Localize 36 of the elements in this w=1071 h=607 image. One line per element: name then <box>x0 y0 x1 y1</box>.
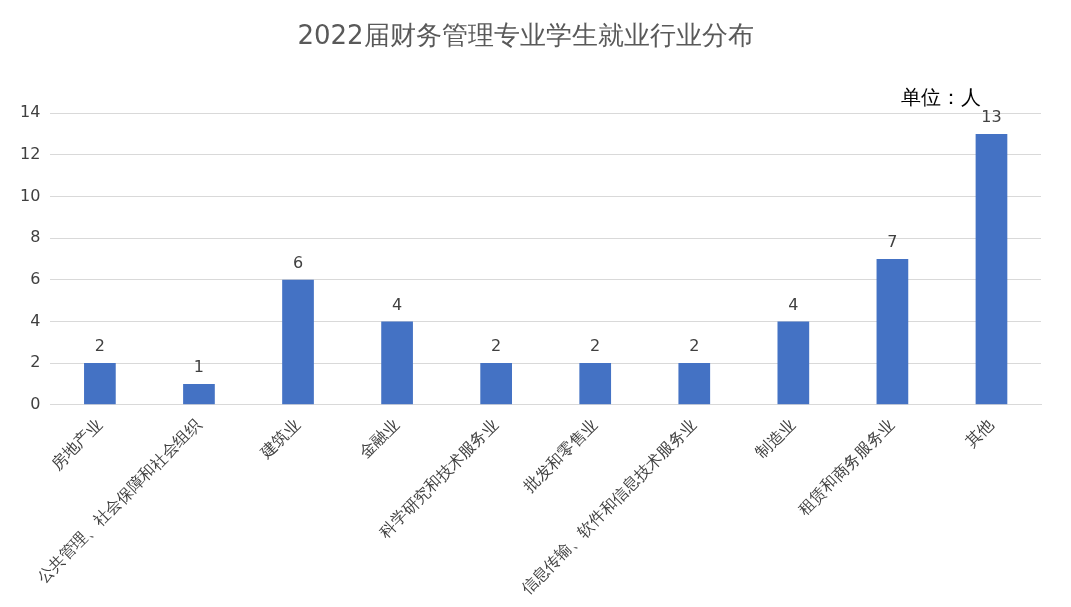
x-tick-label: 建筑业 <box>255 414 304 463</box>
data-label: 7 <box>887 232 898 252</box>
x-tick-label: 房地产业 <box>46 414 106 474</box>
data-label: 2 <box>689 336 700 356</box>
data-label: 4 <box>391 294 403 314</box>
bar <box>579 363 612 405</box>
x-tick-label: 金融业 <box>355 414 403 463</box>
y-tick-label: 12 <box>20 144 41 163</box>
bar <box>480 363 512 405</box>
data-label: 2 <box>590 336 601 356</box>
y-tick-label: 2 <box>30 352 41 372</box>
bar <box>876 258 909 405</box>
y-tick-label: 8 <box>30 227 41 247</box>
x-tick-label: 批发和零售业 <box>519 414 601 497</box>
data-label: 4 <box>788 294 799 314</box>
data-label: 1 <box>193 357 205 377</box>
bar <box>381 321 413 405</box>
y-tick-label: 6 <box>30 268 41 288</box>
y-tick-label: 10 <box>20 185 41 205</box>
chart-title: 2022届财务管理专业学生就业行业分布 <box>297 20 754 51</box>
x-tick-label: 制造业 <box>751 414 800 463</box>
bar <box>777 321 810 405</box>
data-label: 2 <box>94 336 105 356</box>
y-tick-label: 4 <box>30 310 41 330</box>
text: 单位：人 <box>901 85 981 110</box>
x-tick-label: 其他 <box>961 414 998 451</box>
data-label: 6 <box>292 252 304 272</box>
y-tick-label: 0 <box>30 393 41 413</box>
bar <box>84 363 116 405</box>
y-tick-label: 14 <box>20 102 41 122</box>
bar <box>183 383 215 405</box>
data-label: 13 <box>981 107 1002 127</box>
data-label: 2 <box>491 336 502 356</box>
bar <box>282 279 314 405</box>
bar <box>975 134 1008 405</box>
bar <box>678 363 711 405</box>
